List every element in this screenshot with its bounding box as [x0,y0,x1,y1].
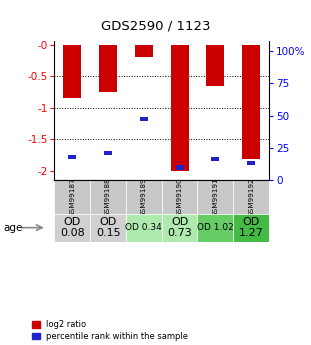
Text: GSM99191: GSM99191 [212,177,218,217]
Bar [90,180,126,214]
Bar [140,117,148,121]
Bar [162,180,197,214]
Bar [99,45,117,92]
Bar [197,180,233,214]
Text: GSM99187: GSM99187 [69,177,75,217]
Bar [68,155,76,159]
Text: OD 1.02: OD 1.02 [197,223,234,232]
Legend: log2 ratio, percentile rank within the sample: log2 ratio, percentile rank within the s… [32,321,188,341]
Bar [207,45,224,86]
Bar [176,165,183,170]
Text: GSM99189: GSM99189 [141,177,147,217]
Text: OD
1.27: OD 1.27 [239,217,263,238]
Text: OD
0.73: OD 0.73 [167,217,192,238]
Bar [135,45,153,57]
Bar [126,180,162,214]
Bar [211,157,219,161]
Text: GSM99190: GSM99190 [177,177,183,217]
Bar [233,214,269,242]
Bar [126,214,162,242]
Bar [162,214,197,242]
Bar [54,214,90,242]
Bar [63,45,81,98]
Bar [104,151,112,155]
Text: age: age [3,223,22,233]
Bar [171,45,188,171]
Bar [90,214,126,242]
Bar [54,180,90,214]
Bar [233,180,269,214]
Bar [242,45,260,159]
Text: OD
0.15: OD 0.15 [96,217,120,238]
Bar [247,161,255,165]
Text: GDS2590 / 1123: GDS2590 / 1123 [101,20,210,33]
Text: OD 0.34: OD 0.34 [125,223,162,232]
Text: OD
0.08: OD 0.08 [60,217,85,238]
Bar [197,214,233,242]
Text: GSM99188: GSM99188 [105,177,111,217]
Text: GSM99192: GSM99192 [248,177,254,217]
